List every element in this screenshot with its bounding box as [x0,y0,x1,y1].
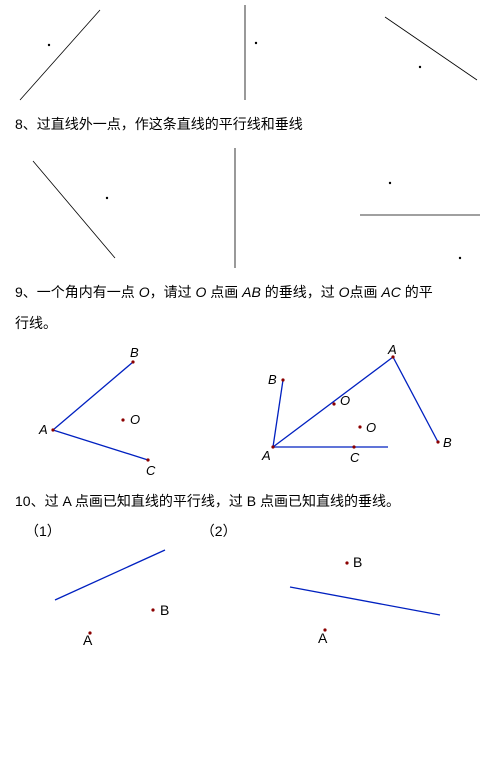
label-C-r: C [350,450,360,465]
label-B-10-2: B [353,554,362,570]
label-O: O [130,412,140,427]
label-A-r2: A [261,448,271,463]
q9-t5: 点画 [350,284,382,300]
q9-ac: AC [381,284,400,300]
q9-text-line1: 9、一个角内有一点 O，请过 O 点画 AB 的垂线，过 O点画 AC 的平 [15,281,485,303]
q10-text: 10、过 A 点画已知直线的平行线，过 B 点画已知直线的垂线。 [15,490,485,512]
label-A-10-1: A [83,632,93,645]
q10-sub1: （1） [25,521,61,541]
label-B: B [130,345,139,360]
q9-t4: 的垂线，过 [261,284,339,300]
fig-line-diagonal-2 [365,5,485,105]
label-B-r2: B [443,435,452,450]
label-O-r1: O [340,393,350,408]
fig-line-vertical [205,5,285,105]
q9-t2: ，请过 [150,284,196,300]
q10-subs: （1） （2） [25,521,485,541]
label-B-r1: B [268,372,277,387]
q9-text-line2: 行线。 [15,312,485,334]
q9-o1: O [139,284,150,300]
fig-q10-2: A B [265,545,465,645]
fig-q9-right: A B B A C O O [238,342,468,482]
fig-q8-3 [335,143,485,273]
fig-q8-1 [15,143,135,273]
label-A-r: A [387,342,397,357]
figure-row-q8 [15,143,485,273]
q9-t3: 点画 [206,284,242,300]
figure-row-q9: A B C O A B B A C O O [15,342,485,482]
label-C: C [146,463,156,478]
label-A-10-2: A [318,630,328,645]
fig-line-diagonal-1 [15,5,125,105]
figure-row-top [15,5,485,105]
q9-ab: AB [242,284,261,300]
label-O-r2: O [366,420,376,435]
q9-t6: 的平 [401,284,433,300]
q8-text: 8、过直线外一点，作这条直线的平行线和垂线 [15,113,485,135]
q9-o3: O [339,284,350,300]
fig-q9-left: A B C O [33,342,203,482]
q9-t1: 9、一个角内有一点 [15,284,139,300]
fig-q10-1: A B [35,545,225,645]
figure-row-q10: A B A B [15,545,485,645]
q10-sub2: （2） [201,521,237,541]
label-B-10-1: B [160,602,169,618]
q9-o2: O [195,284,206,300]
label-A: A [38,422,48,437]
fig-q8-2 [195,143,275,273]
